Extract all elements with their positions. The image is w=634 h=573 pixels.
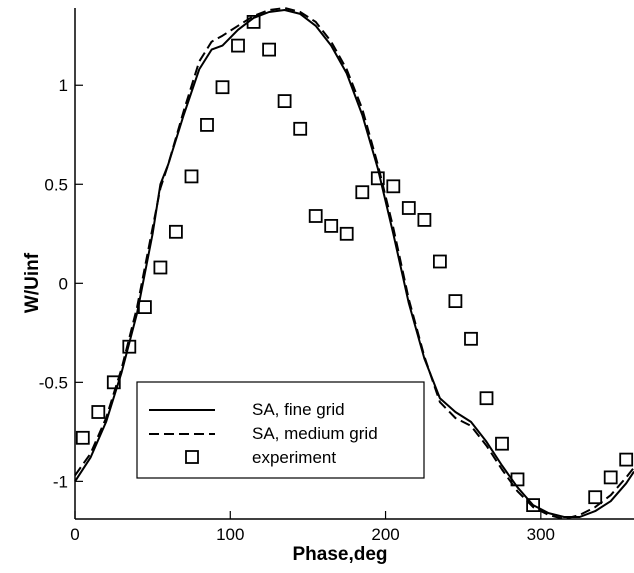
- y-tick-label-4: 1: [59, 76, 68, 95]
- y-tick-label-0: -1: [53, 472, 68, 491]
- y-tick-label-3: 0.5: [44, 175, 68, 194]
- experiment-marker-7: [184, 169, 199, 184]
- experiment-marker-30: [588, 490, 603, 505]
- legend-label-experiment: experiment: [252, 448, 336, 467]
- experiment-marker-6: [168, 224, 183, 239]
- series-line-medium-grid: [74, 7, 634, 520]
- experiment-marker-26: [479, 391, 494, 406]
- ticks-layer: 0 100 200 300 -1 -0.5 0 0.5 1: [39, 76, 555, 544]
- experiment-marker-25: [464, 331, 478, 346]
- experiment-marker-5: [153, 260, 168, 275]
- legend: SA, fine grid SA, medium grid experiment: [136, 381, 425, 479]
- x-axis-title: Phase,deg: [292, 544, 387, 565]
- y-tick-label-2: 0: [59, 274, 68, 293]
- experiment-marker-19: [370, 171, 385, 186]
- experiment-marker-27: [495, 436, 509, 451]
- x-tick-label-300: 300: [527, 525, 555, 544]
- experiment-marker-9: [215, 80, 230, 95]
- experiment-marker-20: [386, 179, 401, 194]
- series-layer: [74, 7, 634, 520]
- legend-swatch-experiment: [185, 450, 199, 464]
- legend-box: [136, 381, 425, 479]
- x-tick-label-0: 0: [70, 525, 79, 544]
- experiment-marker-12: [262, 42, 277, 57]
- experiment-marker-16: [324, 218, 339, 233]
- experiment-marker-2: [106, 375, 121, 390]
- experiment-marker-8: [200, 118, 214, 132]
- experiment-marker-18: [355, 185, 370, 200]
- y-axis-title: W/Uinf: [22, 252, 43, 313]
- experiment-marker-11: [246, 14, 261, 29]
- experiment-marker-22: [417, 212, 432, 227]
- experiment-marker-21: [401, 201, 416, 215]
- x-tick-label-200: 200: [371, 525, 399, 544]
- experiment-marker-0: [75, 430, 90, 445]
- experiment-marker-1: [91, 405, 106, 419]
- experiment-marker-28: [510, 472, 525, 487]
- experiment-marker-4: [137, 300, 152, 315]
- experiment-marker-3: [122, 339, 137, 354]
- experiment-marker-13: [277, 94, 292, 108]
- experiment-marker-31: [603, 470, 618, 485]
- series-line-fine-grid: [74, 9, 634, 518]
- legend-label-fine-grid: SA, fine grid: [252, 400, 345, 419]
- experiment-marker-32: [619, 452, 634, 467]
- y-tick-label-1: -0.5: [39, 373, 68, 392]
- experiment-marker-29: [526, 498, 540, 513]
- experiment-marker-10: [231, 38, 245, 53]
- legend-label-medium-grid: SA, medium grid: [252, 424, 378, 443]
- experiment-marker-24: [448, 294, 463, 309]
- experiment-marker-14: [293, 121, 308, 136]
- experiment-marker-17: [339, 226, 354, 241]
- experiment-marker-15: [308, 209, 323, 223]
- experiment-marker-23: [432, 254, 447, 269]
- x-tick-label-100: 100: [216, 525, 244, 544]
